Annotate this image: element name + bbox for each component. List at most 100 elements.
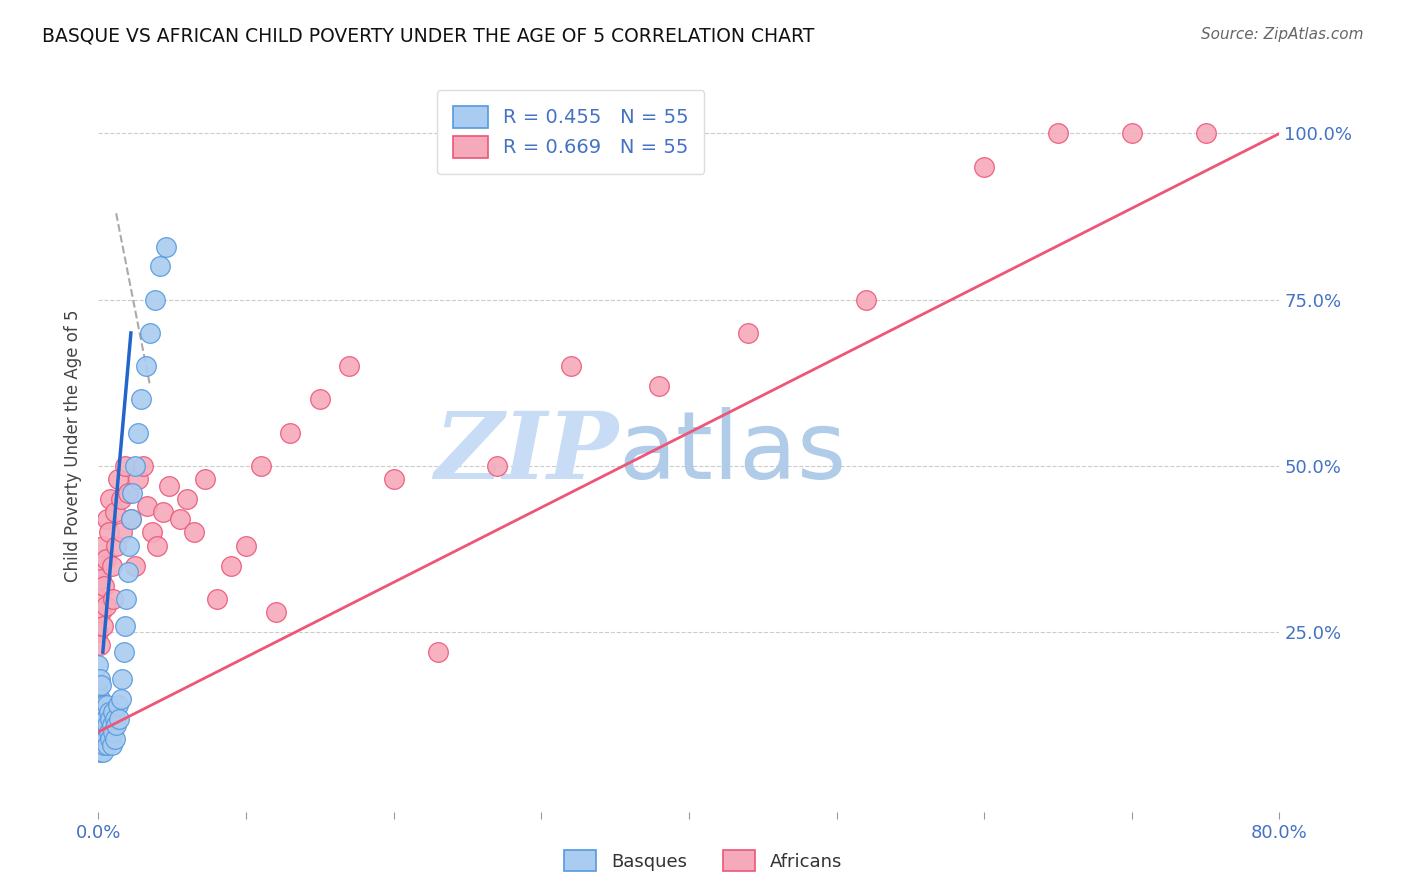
Text: Source: ZipAtlas.com: Source: ZipAtlas.com <box>1201 27 1364 42</box>
Point <box>87 685 110 699</box>
Point <box>127 472 149 486</box>
Point <box>155 239 177 253</box>
Point <box>136 499 159 513</box>
Point <box>183 525 205 540</box>
Point <box>135 359 157 374</box>
Point <box>89 731 111 746</box>
Point <box>107 472 129 486</box>
Point <box>117 485 139 500</box>
Point <box>121 485 143 500</box>
Point <box>176 492 198 507</box>
Point <box>90 678 112 692</box>
Point <box>143 293 166 307</box>
Point <box>219 558 242 573</box>
Point <box>737 326 759 340</box>
Point <box>89 745 111 759</box>
Point <box>169 512 191 526</box>
Point <box>111 525 134 540</box>
Point <box>96 718 118 732</box>
Point <box>97 525 120 540</box>
Point <box>89 672 111 686</box>
Text: ZIP: ZIP <box>434 409 619 499</box>
Point <box>104 712 127 726</box>
Point <box>235 539 257 553</box>
Point <box>1046 127 1069 141</box>
Point <box>91 745 114 759</box>
Point <box>96 738 118 752</box>
Legend: Basques, Africans: Basques, Africans <box>557 843 849 879</box>
Point <box>1121 127 1143 141</box>
Point <box>139 326 162 340</box>
Point <box>93 579 115 593</box>
Point <box>278 425 302 440</box>
Point <box>132 458 155 473</box>
Point <box>98 731 121 746</box>
Point <box>194 472 217 486</box>
Point <box>89 558 111 573</box>
Point <box>87 658 110 673</box>
Point <box>973 160 995 174</box>
Point <box>264 605 287 619</box>
Point <box>89 639 111 653</box>
Point <box>89 691 111 706</box>
Point <box>94 712 117 726</box>
Point <box>560 359 582 374</box>
Point <box>94 731 117 746</box>
Point <box>98 492 121 507</box>
Point <box>89 712 111 726</box>
Point <box>96 512 118 526</box>
Point <box>855 293 877 307</box>
Point <box>87 625 110 640</box>
Point <box>90 698 112 713</box>
Point <box>103 705 125 719</box>
Point <box>103 591 125 606</box>
Point <box>105 718 128 732</box>
Point <box>90 718 112 732</box>
Point <box>93 718 115 732</box>
Point <box>90 605 112 619</box>
Point <box>111 672 134 686</box>
Point <box>382 472 405 486</box>
Point <box>309 392 332 407</box>
Point <box>100 718 122 732</box>
Point <box>114 458 136 473</box>
Point <box>117 566 139 580</box>
Point <box>108 712 131 726</box>
Point <box>87 591 110 606</box>
Point <box>96 698 118 713</box>
Point <box>93 738 115 752</box>
Point <box>110 492 132 507</box>
Point <box>91 539 114 553</box>
Point <box>97 725 120 739</box>
Point <box>120 512 142 526</box>
Point <box>110 691 132 706</box>
Point <box>427 645 450 659</box>
Point <box>94 552 117 566</box>
Point <box>97 705 120 719</box>
Point <box>129 392 152 407</box>
Point <box>205 591 228 606</box>
Point <box>91 618 114 632</box>
Point <box>114 618 136 632</box>
Point <box>157 479 180 493</box>
Text: atlas: atlas <box>619 408 846 500</box>
Point <box>120 512 142 526</box>
Point <box>91 705 114 719</box>
Y-axis label: Child Poverty Under the Age of 5: Child Poverty Under the Age of 5 <box>65 310 83 582</box>
Point <box>87 725 110 739</box>
Point <box>146 539 169 553</box>
Point <box>141 525 163 540</box>
Point <box>124 458 146 473</box>
Point <box>98 712 121 726</box>
Point <box>94 599 117 613</box>
Point <box>648 379 671 393</box>
Point <box>90 572 112 586</box>
Point <box>124 558 146 573</box>
Point <box>250 458 273 473</box>
Point <box>104 506 127 520</box>
Text: BASQUE VS AFRICAN CHILD POVERTY UNDER THE AGE OF 5 CORRELATION CHART: BASQUE VS AFRICAN CHILD POVERTY UNDER TH… <box>42 27 814 45</box>
Point <box>93 698 115 713</box>
Point <box>118 539 141 553</box>
Point <box>87 705 110 719</box>
Point <box>152 506 174 520</box>
